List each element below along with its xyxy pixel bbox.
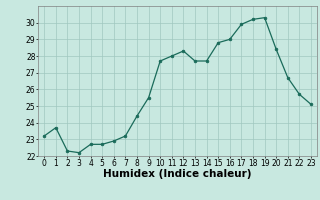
X-axis label: Humidex (Indice chaleur): Humidex (Indice chaleur) (103, 169, 252, 179)
